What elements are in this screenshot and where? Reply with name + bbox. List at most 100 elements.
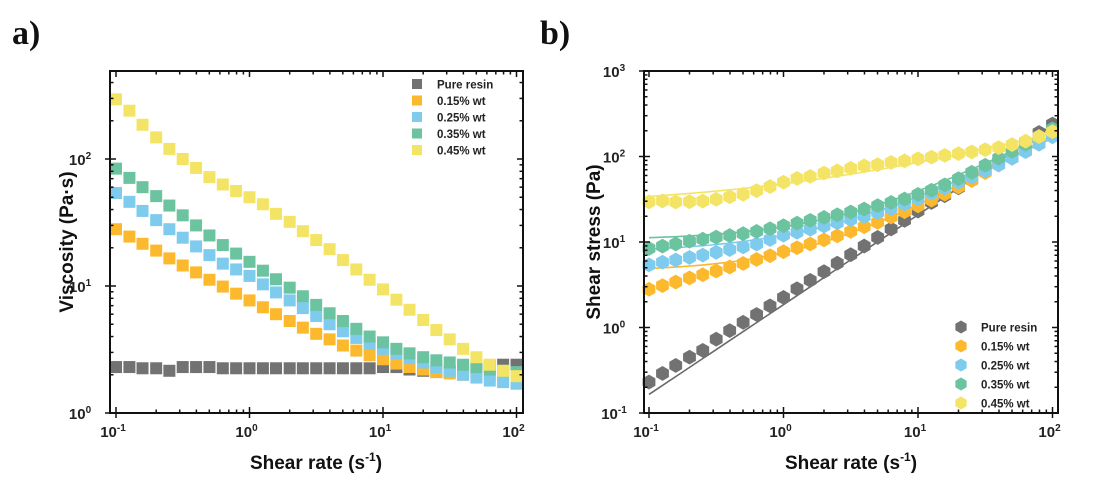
data-point	[696, 342, 710, 358]
data-point	[683, 349, 696, 365]
legend-marker	[955, 377, 967, 391]
data-point	[350, 263, 363, 276]
data-point	[283, 294, 296, 307]
data-point	[176, 259, 189, 272]
data-point	[803, 212, 817, 228]
data-point	[283, 215, 296, 228]
data-point	[270, 362, 283, 375]
data-point	[176, 361, 189, 374]
data-point	[256, 362, 269, 375]
data-point	[723, 242, 737, 257]
data-point	[763, 298, 777, 314]
data-point	[323, 243, 336, 256]
data-point	[483, 374, 496, 387]
data-point	[857, 238, 871, 254]
legend-marker	[955, 396, 967, 410]
data-point	[510, 370, 523, 383]
data-point	[736, 226, 750, 242]
data-point	[363, 273, 376, 286]
legend-label: 0.15% wt	[981, 342, 1030, 354]
data-point	[911, 187, 925, 202]
series-0-45-wt	[642, 124, 1059, 210]
data-point	[163, 252, 176, 265]
data-point	[952, 146, 965, 162]
data-point	[642, 194, 656, 210]
data-point	[323, 318, 336, 331]
x-tick-label: 10-1	[100, 423, 126, 441]
data-point	[683, 270, 696, 286]
data-point	[709, 191, 723, 207]
legend-label: 0.15% wt	[437, 96, 486, 108]
x-axis-title: Shear rate (s-1)	[785, 450, 917, 474]
data-point	[656, 193, 669, 209]
data-point	[790, 240, 804, 256]
data-point	[203, 229, 216, 242]
data-point	[110, 361, 122, 374]
data-point	[857, 201, 871, 217]
data-point	[457, 358, 470, 371]
data-point	[336, 339, 349, 352]
x-tick-label: 102	[502, 423, 525, 441]
data-point	[296, 290, 309, 303]
shear-stress-chart: 10-1 100 101 102 10-1 100 101 102 103 Shear rate…	[584, 63, 1061, 474]
data-point	[136, 118, 149, 131]
data-point	[709, 229, 723, 245]
data-point	[377, 283, 389, 296]
data-point	[763, 179, 777, 194]
data-point	[777, 244, 790, 260]
data-point	[230, 184, 243, 197]
data-point	[190, 266, 203, 279]
legend-label: 0.25% wt	[981, 361, 1030, 373]
data-point	[925, 182, 938, 198]
data-point	[136, 181, 149, 194]
legend-item: 0.25% wt	[955, 358, 1030, 373]
data-point	[736, 256, 750, 271]
legend-item: 0.35% wt	[955, 377, 1030, 392]
data-point	[256, 198, 269, 211]
data-point	[243, 191, 256, 204]
data-point	[230, 263, 243, 276]
data-point	[283, 281, 296, 294]
x-axis-title: Shear rate (s-1)	[250, 450, 382, 474]
data-point	[203, 273, 216, 286]
data-point	[656, 278, 669, 294]
data-point	[363, 349, 376, 362]
data-points	[110, 93, 523, 390]
data-point	[803, 272, 817, 288]
data-points	[642, 116, 1059, 390]
data-point	[243, 362, 256, 375]
plot-frame	[109, 70, 524, 414]
data-point	[1032, 129, 1046, 144]
data-point	[669, 274, 683, 290]
data-point	[723, 323, 737, 338]
data-point	[176, 209, 189, 222]
data-point	[911, 151, 925, 167]
data-point	[844, 160, 858, 176]
data-point	[857, 158, 871, 174]
data-point	[992, 140, 1006, 156]
data-point	[363, 362, 376, 375]
data-point	[669, 194, 683, 210]
legend-item: 0.25% wt	[412, 112, 486, 125]
data-point	[390, 357, 403, 370]
data-point	[696, 267, 710, 283]
data-point	[736, 186, 750, 202]
data-point	[656, 238, 669, 254]
data-point	[443, 333, 456, 346]
data-point	[696, 193, 710, 209]
y-tick-label: 102	[603, 149, 626, 167]
data-point	[750, 307, 764, 322]
data-point	[270, 286, 283, 299]
data-point	[723, 228, 737, 243]
data-point	[110, 223, 122, 236]
data-point	[656, 254, 669, 270]
data-point	[296, 302, 309, 315]
data-point	[336, 254, 349, 267]
data-point	[683, 194, 696, 210]
y-tick-label: 10-1	[601, 405, 627, 423]
data-point	[256, 301, 269, 314]
data-point	[871, 214, 885, 230]
data-point	[150, 131, 163, 144]
data-point	[377, 336, 389, 349]
x-tick-label: 102	[1038, 423, 1061, 441]
